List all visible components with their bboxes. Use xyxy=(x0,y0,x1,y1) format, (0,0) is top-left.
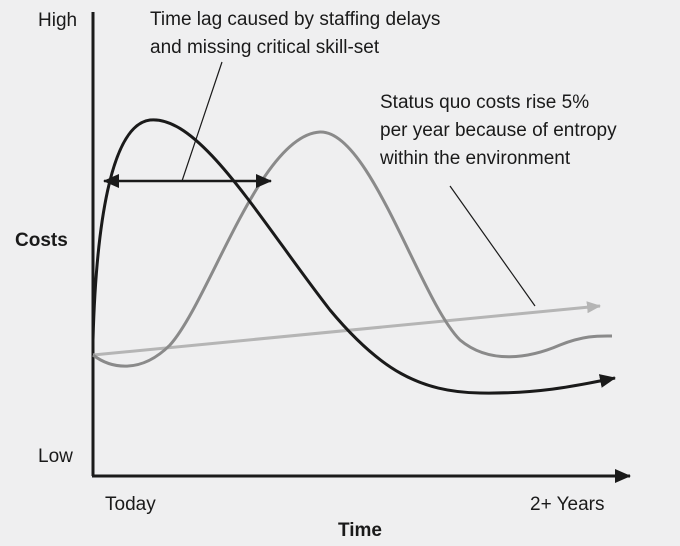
cost-curve xyxy=(91,118,616,395)
annotation: within the environment xyxy=(379,148,571,169)
annotation: Status quo costs rise 5% xyxy=(380,92,589,113)
y-axis-label: Costs xyxy=(15,230,68,251)
y-high-label: High xyxy=(38,10,77,31)
y-low-label: Low xyxy=(38,446,73,467)
annotation: and missing critical skill-set xyxy=(150,37,380,58)
x-axis-label: Time xyxy=(338,520,382,541)
x-start-label: Today xyxy=(105,494,156,515)
x-end-label: 2+ Years xyxy=(530,494,605,515)
annotation: per year because of entropy xyxy=(380,120,617,141)
annotation: Time lag caused by staffing delays xyxy=(150,9,440,30)
leader-line xyxy=(181,61,223,182)
leader-line xyxy=(449,185,536,307)
delayed-cost-curve xyxy=(92,130,613,368)
